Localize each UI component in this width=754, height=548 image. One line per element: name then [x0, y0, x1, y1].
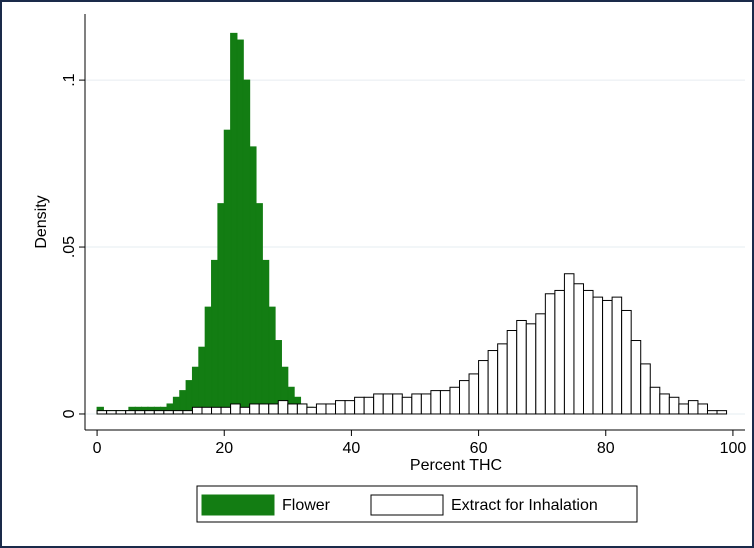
legend-label: Flower [282, 497, 331, 514]
x-tick-label: 0 [93, 440, 102, 457]
histogram-bar [306, 406, 317, 415]
histogram-bar [144, 410, 155, 415]
histogram-bar [217, 203, 225, 415]
histogram-bar [211, 259, 219, 415]
histogram-bar [354, 396, 365, 415]
x-tick-label: 40 [343, 440, 361, 457]
histogram-bar [544, 293, 556, 415]
histogram-bar [563, 273, 575, 415]
histogram-bar [392, 393, 403, 415]
y-axis-title: Density [33, 195, 50, 248]
histogram-bar [382, 393, 394, 415]
histogram-bar [516, 319, 527, 415]
histogram-bar [573, 283, 584, 415]
histogram-bar [449, 386, 461, 415]
histogram-bar [687, 400, 699, 415]
histogram-bar [230, 403, 241, 415]
histogram-bar [315, 403, 327, 415]
histogram-bar [239, 406, 251, 415]
legend-label: Extract for Inhalation [451, 497, 598, 514]
histogram-bar [204, 306, 213, 415]
histogram-bar [344, 400, 356, 415]
histogram-bar [535, 313, 546, 415]
histogram-bar [373, 393, 384, 415]
histogram-bar [249, 146, 257, 415]
histogram-bar [96, 410, 108, 415]
histogram-bar [716, 410, 728, 415]
histogram-bar [185, 380, 193, 415]
histogram-bar [198, 346, 206, 415]
y-tick-label: .1 [61, 73, 78, 86]
histogram-bar [172, 410, 184, 415]
legend-swatch [370, 494, 444, 516]
histogram-bar [554, 289, 565, 415]
histogram-bar [668, 396, 680, 415]
histogram-bar [277, 400, 289, 415]
histogram-bar [236, 39, 244, 415]
histogram-bar [258, 403, 270, 415]
histogram-bar [223, 129, 232, 415]
x-tick-label: 60 [470, 440, 488, 457]
histogram-bar [411, 393, 422, 415]
histogram-bar [611, 296, 623, 415]
histogram-bar [401, 396, 413, 415]
histogram-bar [420, 393, 432, 415]
histogram-bar [439, 390, 451, 415]
histogram-bar [134, 410, 146, 415]
histogram-bar [582, 289, 594, 415]
histogram-bar [621, 309, 632, 415]
histogram-bar [230, 32, 238, 415]
histogram-bar [630, 340, 642, 415]
histogram-bar [255, 203, 263, 415]
histogram-bar [201, 406, 213, 415]
histogram-bar [430, 390, 441, 415]
x-axis-title: Percent THC [410, 457, 502, 474]
histogram-bar [468, 373, 480, 415]
histogram-bar [242, 79, 251, 415]
histogram-bar [697, 403, 708, 415]
y-tick-label: .05 [61, 236, 78, 258]
histogram-bar [487, 350, 499, 415]
histogram-bar [191, 406, 203, 415]
histogram-bar [163, 410, 174, 415]
histogram-bar [211, 406, 222, 415]
y-tick-label: 0 [61, 409, 78, 418]
histogram-bar [182, 410, 193, 415]
histogram-bar [287, 403, 298, 415]
histogram-bar [249, 403, 260, 415]
histogram-bar [115, 410, 127, 415]
histogram-bar [649, 386, 661, 415]
legend-swatch [201, 494, 275, 516]
histogram-bar [525, 323, 537, 415]
histogram-bar [678, 403, 689, 415]
histogram-bar [506, 330, 518, 415]
histogram-bar [261, 259, 270, 415]
histogram-bar [268, 403, 279, 415]
histogram-bar [268, 306, 276, 415]
histogram-bar [296, 403, 308, 415]
histogram-bar [125, 410, 136, 415]
x-tick-label: 80 [597, 440, 615, 457]
x-tick-label: 100 [720, 440, 747, 457]
histogram-bar [592, 296, 604, 415]
histogram-bar [706, 410, 718, 415]
histogram-bar [459, 380, 470, 415]
histogram-bar [640, 363, 651, 415]
histogram-bar [153, 410, 165, 415]
histogram-bar [106, 410, 117, 415]
histogram-bar [602, 299, 613, 415]
histogram-bar [497, 343, 508, 415]
histogram-bar [659, 393, 670, 415]
histogram-bar [363, 396, 375, 415]
histogram-bar [220, 406, 232, 415]
x-tick-label: 20 [215, 440, 233, 457]
histogram-bar [335, 400, 346, 415]
histogram-bar [325, 403, 337, 415]
histogram-bar [478, 360, 489, 415]
